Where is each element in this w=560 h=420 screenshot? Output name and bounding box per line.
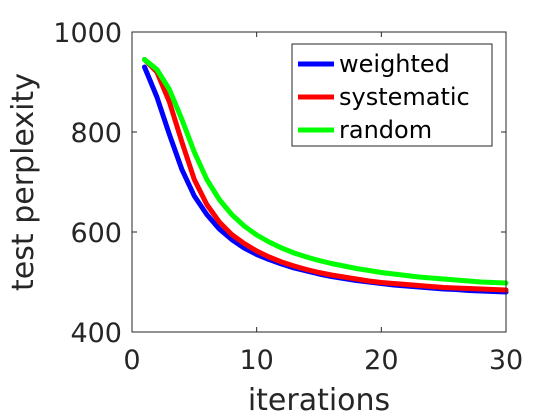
legend-label-systematic: systematic: [339, 83, 470, 111]
y-axis-label: test perplexity: [6, 73, 41, 291]
series-line-systematic: [142, 57, 509, 293]
y-tick-label: 1000: [53, 18, 122, 49]
plot-area-frame: [131, 31, 507, 333]
x-axis-label: iterations: [248, 383, 390, 418]
legend-label-random: random: [339, 116, 432, 144]
legend-label-weighted: weighted: [339, 50, 450, 78]
axis-ticks: 0 10 20 30 400 600 800 1000: [53, 18, 523, 376]
x-tick-label: 20: [364, 345, 398, 376]
x-tick-label: 10: [239, 345, 273, 376]
x-tick-label: 30: [489, 345, 523, 376]
x-tick-label: 0: [123, 345, 140, 376]
series-line-random: [142, 57, 509, 286]
y-tick-label: 600: [70, 218, 122, 249]
y-tick-label: 400: [70, 318, 122, 349]
legend: weighted systematic random: [291, 43, 493, 147]
y-tick-label: 800: [70, 118, 122, 149]
series-lines: [142, 57, 509, 295]
